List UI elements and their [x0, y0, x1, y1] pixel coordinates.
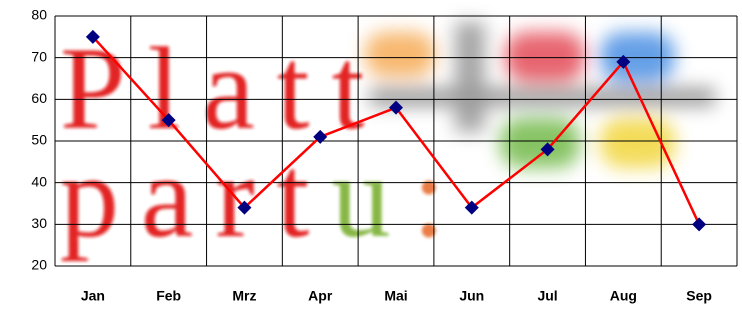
- x-tick-label: Sep: [686, 288, 712, 304]
- watermark-line: partu:: [60, 131, 467, 262]
- watermark-text: :: [412, 131, 467, 262]
- y-tick-label: 40: [31, 173, 47, 189]
- x-tick-label: Mrz: [232, 288, 256, 304]
- x-tick-label: Jul: [537, 288, 557, 304]
- x-tick-label: Mai: [384, 288, 407, 304]
- y-tick-label: 30: [31, 215, 47, 231]
- y-tick-label: 20: [31, 257, 47, 273]
- chart: Plattpartu: 20304050607080JanFebMrzAprMa…: [0, 0, 742, 309]
- x-tick-label: Jun: [459, 288, 484, 304]
- y-tick-label: 60: [31, 90, 47, 106]
- y-tick-label: 80: [31, 7, 47, 23]
- x-tick-label: Aug: [610, 288, 637, 304]
- data-point: [692, 217, 706, 231]
- y-tick-label: 70: [31, 48, 47, 64]
- x-tick-label: Apr: [308, 288, 333, 304]
- y-tick-label: 50: [31, 132, 47, 148]
- x-tick-label: Feb: [156, 288, 181, 304]
- page: Plattpartu: 20304050607080JanFebMrzAprMa…: [0, 0, 742, 314]
- watermark-text: u: [331, 131, 412, 262]
- x-tick-label: Jan: [81, 288, 105, 304]
